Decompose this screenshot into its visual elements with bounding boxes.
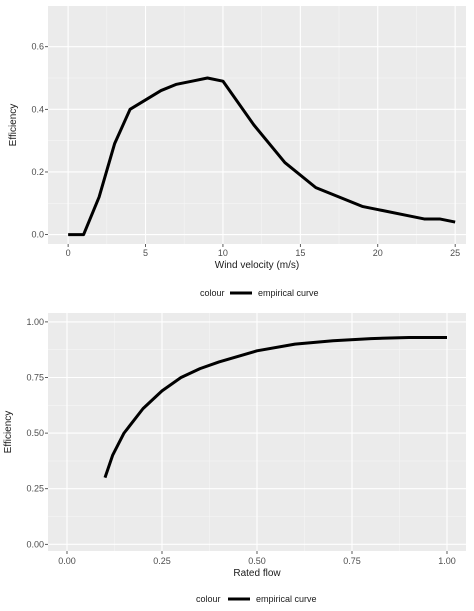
y-tick-label: 0.25: [26, 484, 44, 494]
legend: colour empirical curve: [200, 288, 319, 298]
y-tick-label: 0.50: [26, 428, 44, 438]
legend-title: colour: [196, 594, 221, 604]
x-tick-label: 0.75: [343, 556, 361, 566]
y-tick-label: 0.75: [26, 373, 44, 383]
x-tick-label: 1.00: [438, 556, 456, 566]
x-axis-title: Wind velocity (m/s): [215, 260, 299, 271]
x-tick-label: 10: [218, 248, 228, 258]
chart-1: 0 5 10 15 20 25 0.0 0.2 0.4 0.6 Wind velocity (m/s…: [8, 6, 466, 298]
series-line: [103, 335, 447, 479]
y-tick-label: 0.00: [26, 539, 44, 549]
y-tick-label: 0.6: [31, 42, 44, 52]
x-axis-title: Rated flow: [233, 568, 281, 579]
x-tick-label: 0.25: [153, 556, 171, 566]
legend-entry-label: empirical curve: [258, 288, 319, 298]
plot-panel: [48, 6, 466, 244]
x-tick-label: 20: [373, 248, 383, 258]
x-tick-label: 15: [295, 248, 305, 258]
y-tick-label: 0.0: [31, 230, 44, 240]
legend-entry-label: empirical curve: [256, 594, 317, 604]
y-axis-title: Efficiency: [8, 104, 19, 147]
y-tick-label: 0.2: [31, 167, 44, 177]
x-tick-label: 0.50: [248, 556, 266, 566]
y-axis-title: Efficiency: [3, 411, 14, 454]
x-tick-label: 0: [66, 248, 71, 258]
legend-title: colour: [200, 288, 225, 298]
y-tick-label: 1.00: [26, 317, 44, 327]
x-tick-label: 25: [450, 248, 460, 258]
y-tick-label: 0.4: [31, 104, 44, 114]
x-tick-label: 0.00: [58, 556, 76, 566]
series-line: [68, 76, 456, 237]
chart-2: 0.00 0.25 0.50 0.75 1.00 0.00 0.25 0.50 0.75 1.00…: [3, 313, 466, 604]
x-tick-label: 5: [143, 248, 148, 258]
legend: colour empirical curve: [196, 594, 317, 604]
